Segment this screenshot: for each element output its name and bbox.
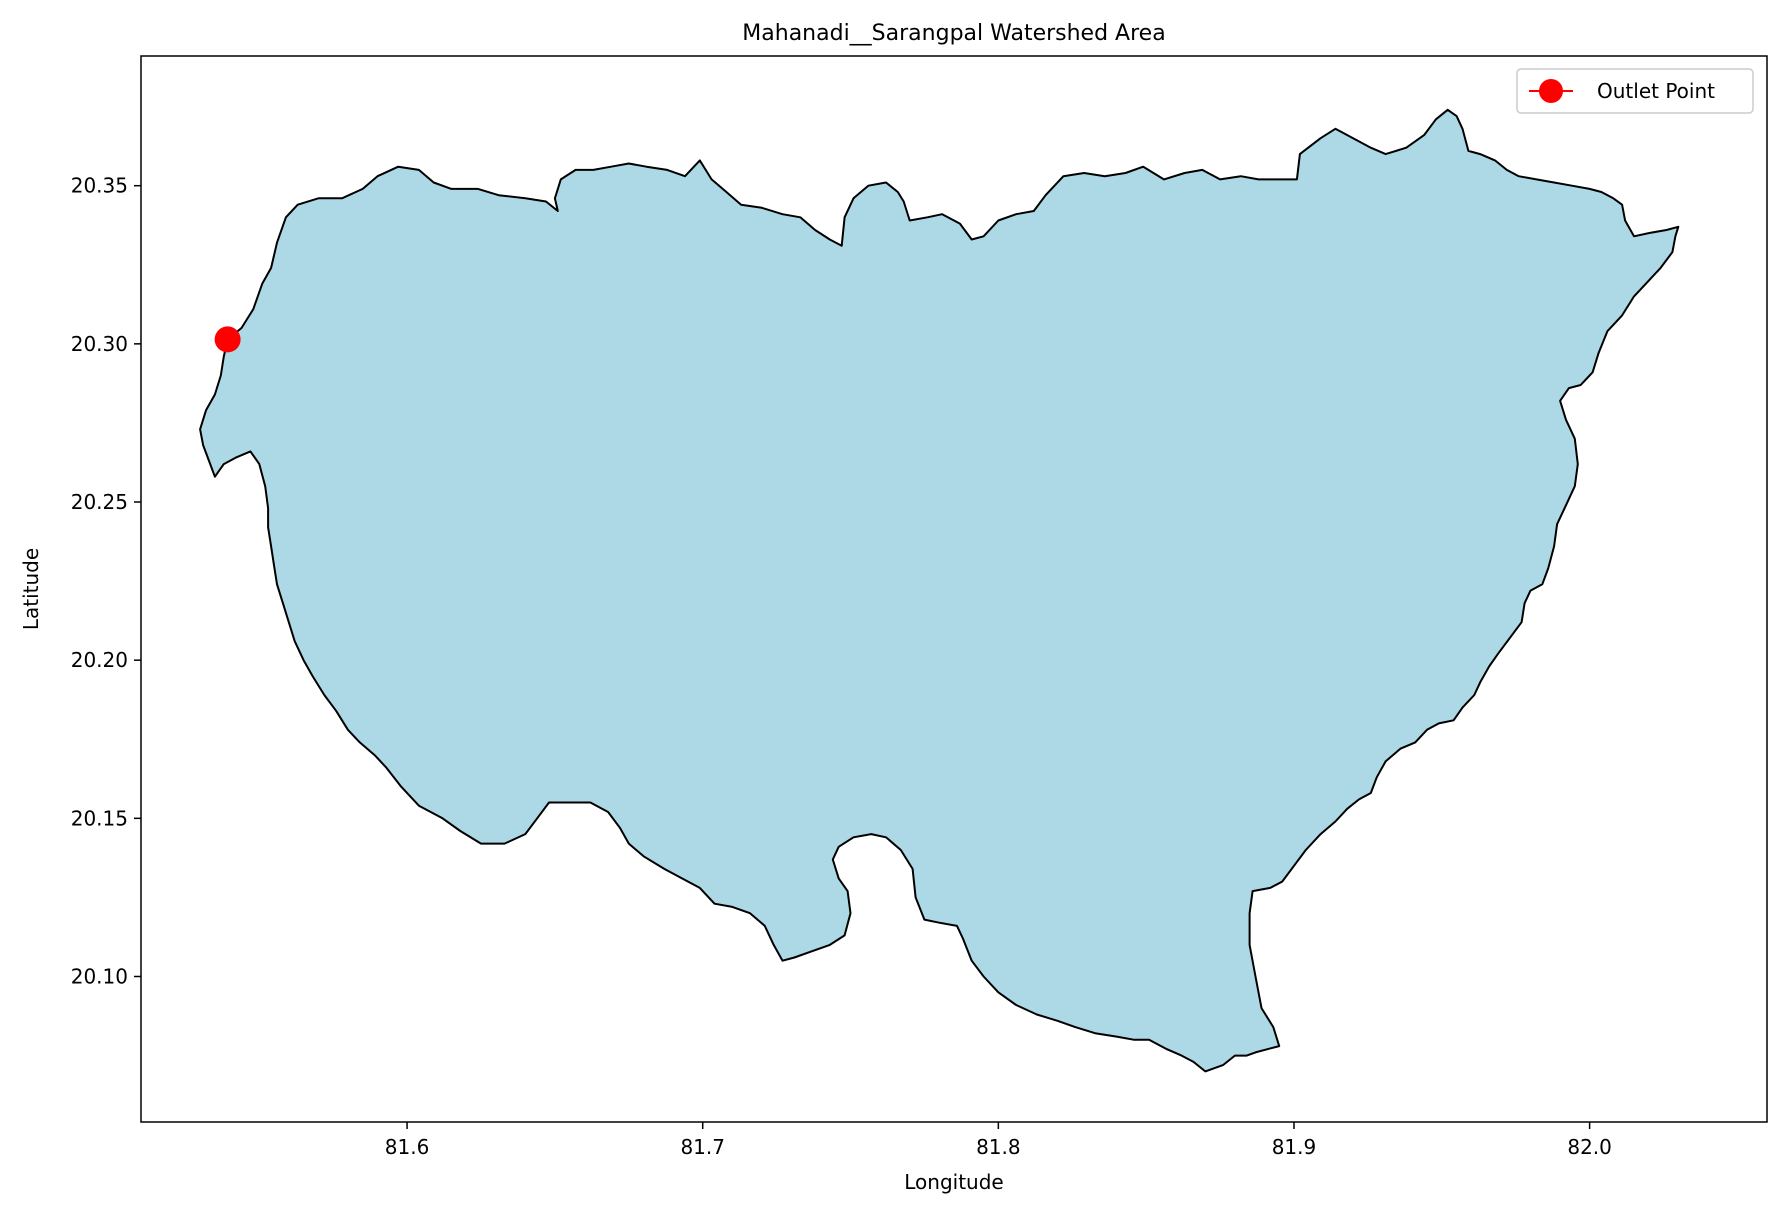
axes-frame: [140, 55, 1768, 1123]
y-axis-label: Latitude: [19, 548, 43, 630]
x-tick-label: 82.0: [1567, 1135, 1612, 1159]
legend-label-outlet-point: Outlet Point: [1597, 79, 1715, 103]
plot-area: [199, 108, 1680, 1073]
y-tick-label: 20.35: [71, 174, 128, 198]
y-tick-label: 20.10: [71, 964, 128, 988]
watershed-polygon: [199, 108, 1680, 1073]
legend-marker-sample: [1539, 79, 1563, 103]
y-tick-label: 20.20: [71, 648, 128, 672]
x-axis-ticks: 81.6 81.7 81.8 81.9 82.0: [385, 1122, 1612, 1159]
x-axis-label: Longitude: [904, 1170, 1003, 1194]
y-tick-label: 20.30: [71, 332, 128, 356]
outlet-point-marker: [214, 326, 241, 353]
chart-title: Mahanadi__Sarangpal Watershed Area: [742, 21, 1165, 46]
y-axis-ticks: 20.10 20.15 20.20 20.25 20.30 20.35: [71, 174, 141, 988]
legend-box: [1516, 68, 1754, 114]
y-tick-label: 20.25: [71, 490, 128, 514]
x-tick-label: 81.7: [680, 1135, 725, 1159]
legend: Outlet Point: [1516, 68, 1754, 114]
y-tick-label: 20.15: [71, 806, 128, 830]
x-tick-label: 81.8: [976, 1135, 1021, 1159]
x-tick-label: 81.6: [385, 1135, 430, 1159]
x-tick-label: 81.9: [1272, 1135, 1317, 1159]
